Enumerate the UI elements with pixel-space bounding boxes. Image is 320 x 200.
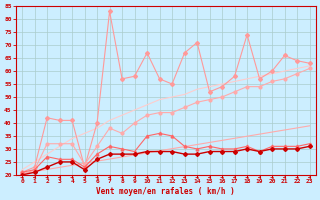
X-axis label: Vent moyen/en rafales ( km/h ): Vent moyen/en rafales ( km/h ) — [96, 187, 235, 196]
